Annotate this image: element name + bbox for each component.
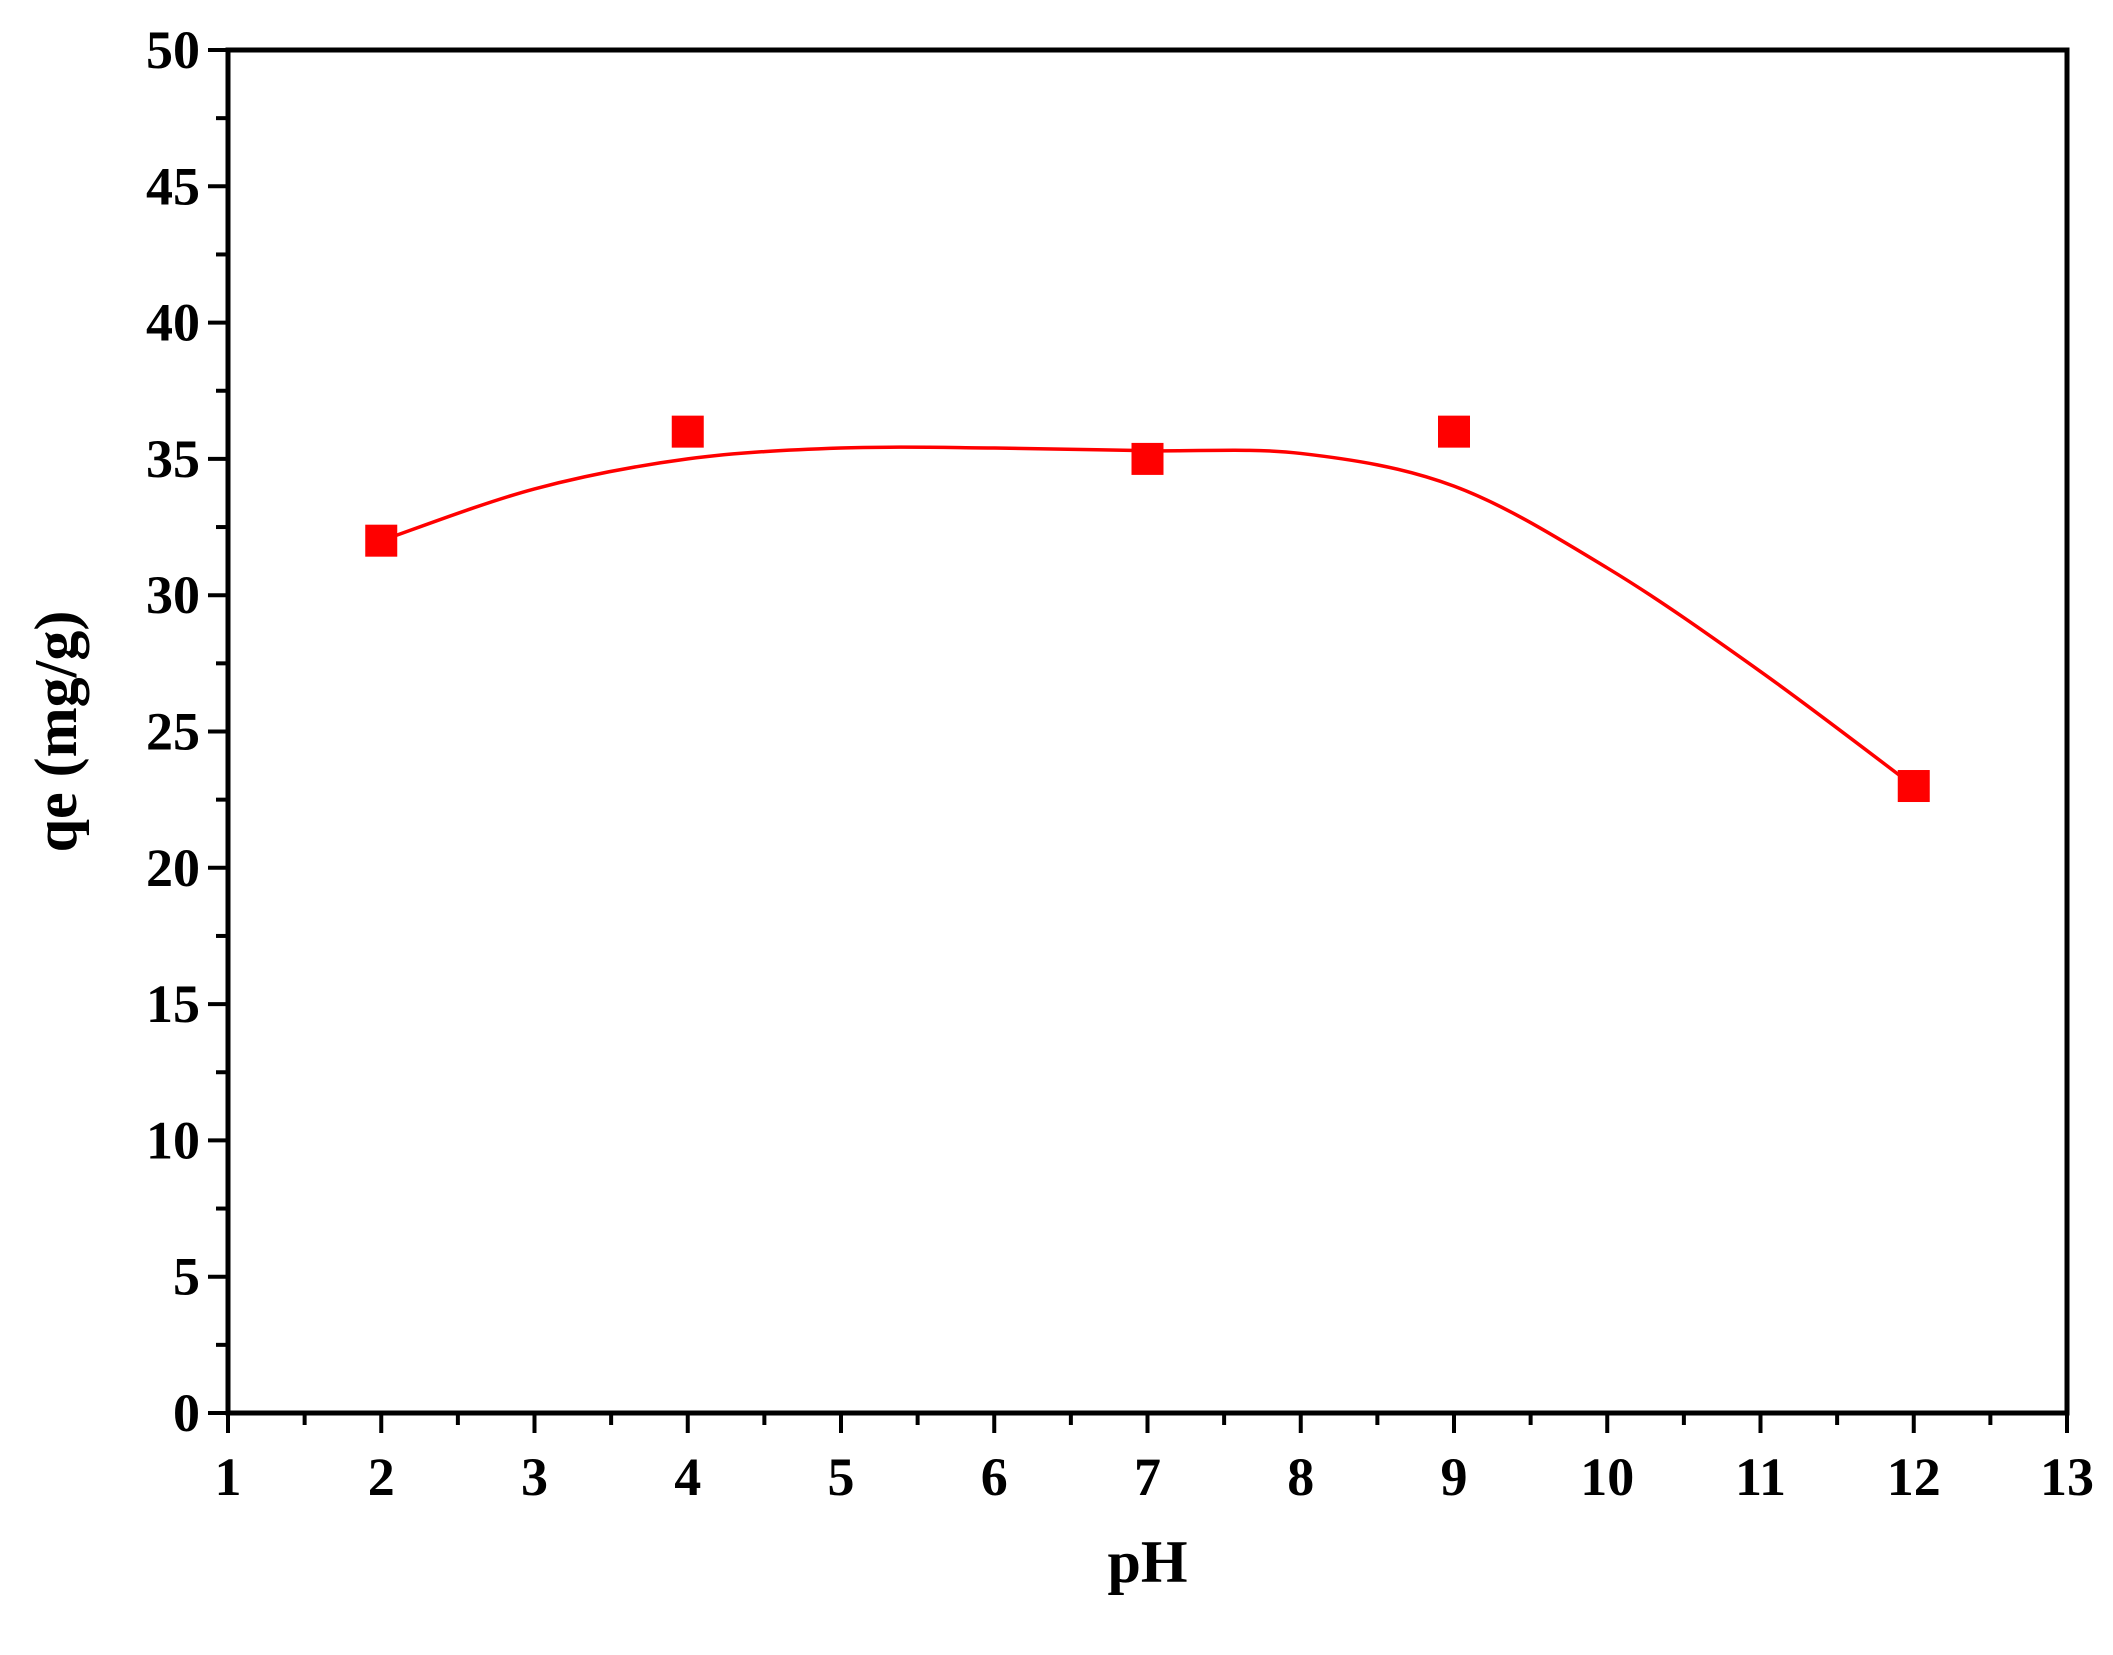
data-point-marker <box>1438 415 1470 448</box>
x-tick-label: 1 <box>215 1447 242 1507</box>
x-tick-label: 9 <box>1441 1447 1468 1507</box>
x-tick-label: 8 <box>1287 1447 1314 1507</box>
x-tick-label: 13 <box>2040 1447 2094 1507</box>
y-axis-ticks: 0 5 10 15 20 25 30 35 40 45 50 <box>146 20 228 1443</box>
data-point-marker <box>671 415 704 448</box>
x-tick-label: 7 <box>1134 1447 1161 1507</box>
y-tick-label: 10 <box>146 1110 200 1170</box>
data-markers <box>365 415 1930 803</box>
y-tick-label: 15 <box>146 974 200 1034</box>
plot-frame <box>225 47 2070 1416</box>
y-tick-label: 25 <box>146 702 200 762</box>
x-tick-label: 11 <box>1735 1447 1786 1507</box>
y-tick-label: 45 <box>146 156 200 216</box>
y-tick-label: 30 <box>146 565 200 625</box>
data-point-marker <box>1897 770 1930 803</box>
y-axis-title: qe (mg/g) <box>23 611 89 853</box>
x-tick-label: 6 <box>981 1447 1008 1507</box>
y-tick-label: 5 <box>173 1247 200 1307</box>
x-tick-label: 5 <box>828 1447 855 1507</box>
data-point-marker <box>365 524 398 557</box>
x-tick-label: 2 <box>368 1447 395 1507</box>
y-tick-label: 35 <box>146 429 200 489</box>
y-tick-label: 40 <box>146 293 200 353</box>
data-point-marker <box>1131 442 1164 475</box>
x-axis-ticks: 1 2 3 4 5 6 7 8 9 10 11 12 13 <box>215 1413 2094 1507</box>
y-tick-label: 20 <box>146 838 200 898</box>
x-tick-label: 12 <box>1887 1447 1941 1507</box>
x-tick-label: 10 <box>1580 1447 1634 1507</box>
y-tick-label: 50 <box>146 20 200 80</box>
x-tick-label: 3 <box>521 1447 548 1507</box>
y-tick-label: 0 <box>173 1383 200 1443</box>
x-tick-label: 4 <box>674 1447 701 1507</box>
x-axis-title: pH <box>1107 1529 1187 1595</box>
